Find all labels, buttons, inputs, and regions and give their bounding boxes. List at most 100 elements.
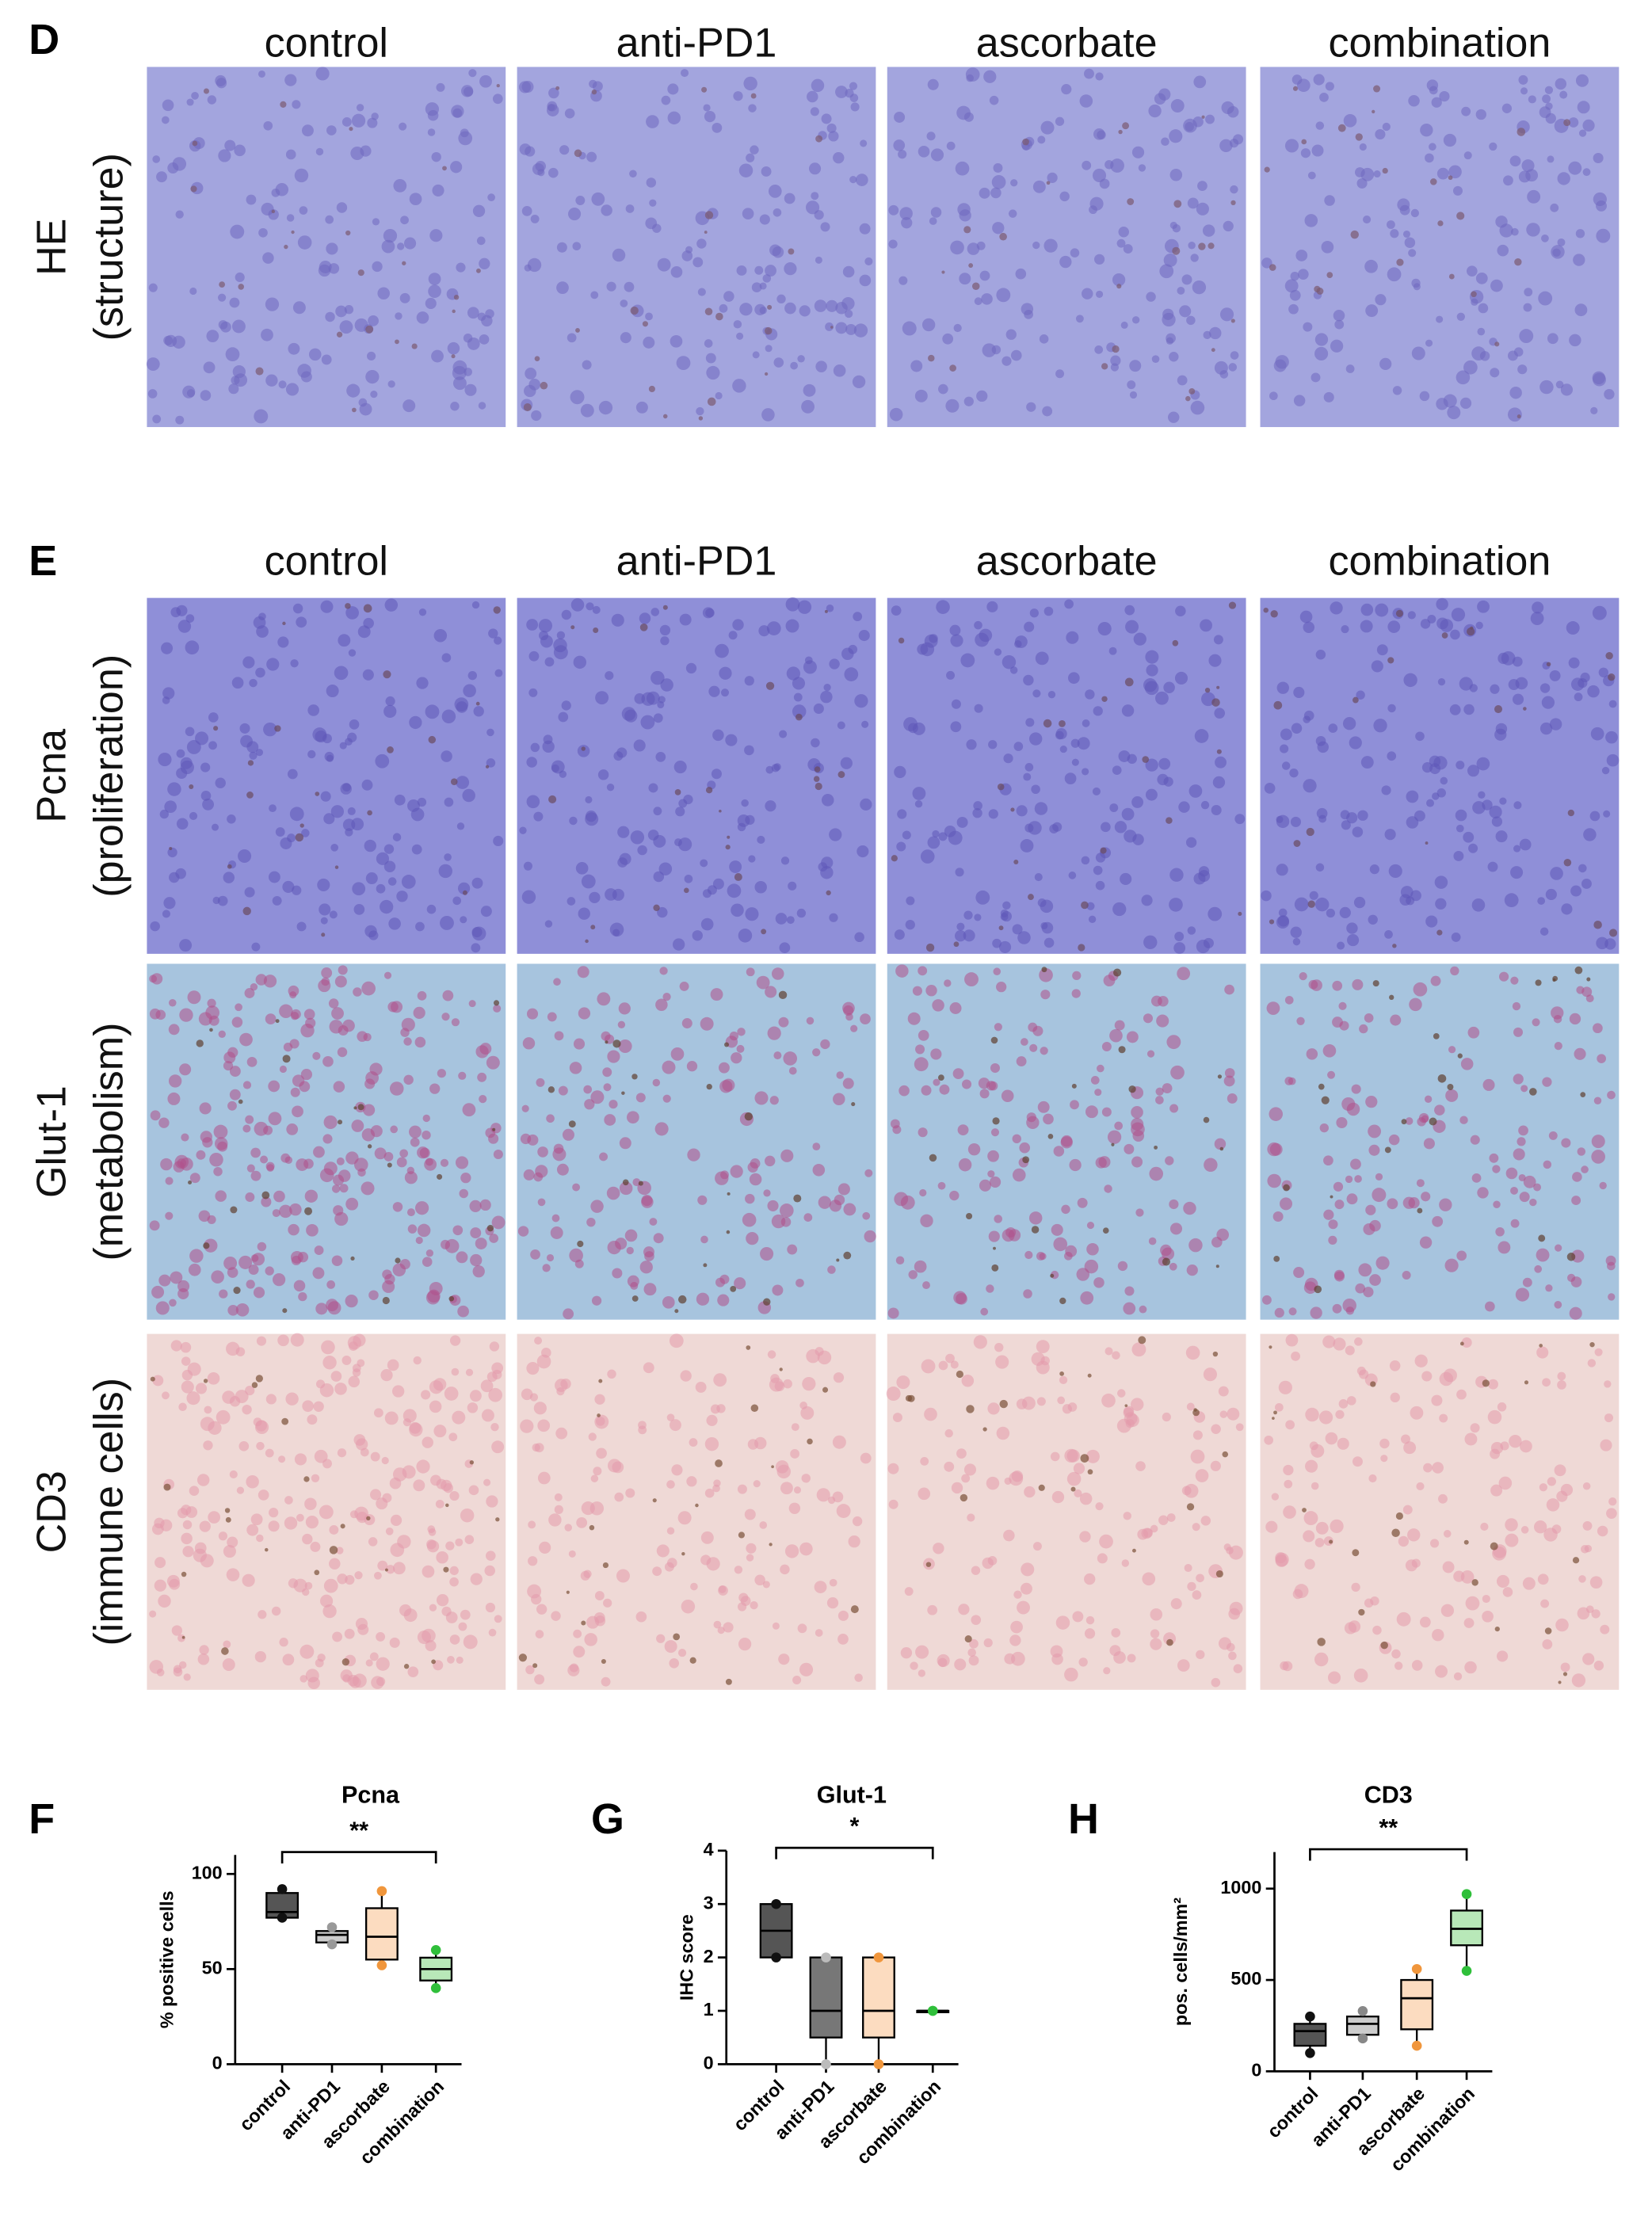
cell <box>1429 755 1441 768</box>
cell <box>246 741 259 753</box>
cell <box>915 1645 929 1659</box>
cell <box>1527 189 1541 204</box>
cell <box>1574 303 1588 317</box>
cell <box>411 844 422 855</box>
cell <box>187 990 201 1005</box>
stain <box>966 1212 973 1220</box>
cell <box>284 1516 298 1530</box>
cell <box>914 1260 927 1273</box>
stain <box>224 1508 231 1513</box>
cell <box>1520 1085 1528 1093</box>
cell <box>1274 1402 1284 1412</box>
stain <box>349 127 353 132</box>
cell <box>368 1290 379 1300</box>
cell <box>612 929 620 936</box>
cell <box>528 1556 538 1566</box>
cell <box>1555 1618 1569 1632</box>
cell <box>1158 757 1171 770</box>
cell <box>158 1117 170 1128</box>
cell <box>1344 1622 1357 1634</box>
cell <box>680 69 689 78</box>
cell <box>409 715 422 730</box>
cell <box>1442 1561 1455 1573</box>
cell <box>175 415 185 425</box>
cell <box>1518 1173 1526 1181</box>
cell <box>1197 181 1208 192</box>
cell <box>1363 1222 1375 1235</box>
cell <box>973 1335 987 1349</box>
extreme-point <box>376 1886 387 1897</box>
cell <box>664 1640 677 1654</box>
cell <box>710 988 723 1001</box>
cell <box>1545 1284 1553 1292</box>
cell <box>1156 1014 1169 1028</box>
cell <box>1477 600 1490 613</box>
cell <box>837 1183 850 1196</box>
stain <box>566 1590 570 1594</box>
cell <box>778 1017 789 1028</box>
cell <box>1480 1522 1489 1531</box>
cell <box>588 1432 597 1441</box>
cell <box>1452 185 1463 196</box>
cell <box>167 782 181 796</box>
stain <box>485 765 490 769</box>
cell <box>239 723 250 734</box>
cell <box>1351 1084 1361 1094</box>
cell <box>400 1028 410 1037</box>
cell <box>172 335 185 349</box>
cell <box>662 1296 675 1309</box>
cell <box>266 1164 275 1172</box>
cell <box>1051 1490 1065 1504</box>
cell <box>1097 622 1112 636</box>
cell <box>196 1474 210 1486</box>
cell <box>1453 850 1464 861</box>
cell <box>993 967 1002 976</box>
cell <box>732 619 744 631</box>
cell <box>1281 761 1291 770</box>
cell <box>936 600 950 614</box>
cell <box>403 399 416 413</box>
stain <box>334 865 339 869</box>
cell <box>710 1404 720 1414</box>
cell <box>820 222 830 232</box>
cell <box>803 383 816 397</box>
extreme-point <box>376 1960 387 1970</box>
cell <box>697 1195 708 1205</box>
row-sublabel: (proliferation) <box>86 654 132 898</box>
cell <box>1121 704 1135 717</box>
stain <box>1372 980 1379 987</box>
stain <box>575 328 580 333</box>
cell <box>1489 1153 1499 1163</box>
stain <box>1490 1542 1498 1551</box>
cell <box>569 1663 579 1673</box>
cell <box>843 1203 857 1216</box>
cell <box>381 1456 389 1465</box>
cell <box>1583 828 1597 841</box>
stain <box>744 1112 753 1121</box>
cell <box>1477 1187 1489 1199</box>
cell <box>1015 268 1027 280</box>
cell <box>910 1661 918 1670</box>
cell <box>1024 763 1034 772</box>
cell <box>1037 135 1046 144</box>
cell <box>842 1078 854 1089</box>
cell <box>1275 355 1289 369</box>
cell <box>799 1662 814 1676</box>
cell <box>626 1246 634 1255</box>
cell <box>1522 1277 1532 1287</box>
cell <box>208 1511 221 1524</box>
stain <box>1080 1454 1089 1463</box>
cell <box>217 293 227 302</box>
cell <box>1196 1573 1204 1583</box>
cell <box>1438 1493 1448 1504</box>
cell <box>1544 86 1554 94</box>
stain <box>1330 1195 1333 1199</box>
cell <box>1143 1013 1153 1024</box>
cell <box>1581 1165 1589 1173</box>
stain <box>1230 318 1235 323</box>
cell <box>1264 1435 1273 1445</box>
cell <box>1284 995 1294 1005</box>
cell <box>1315 649 1326 660</box>
cell <box>544 920 553 928</box>
stain <box>1447 1084 1454 1090</box>
